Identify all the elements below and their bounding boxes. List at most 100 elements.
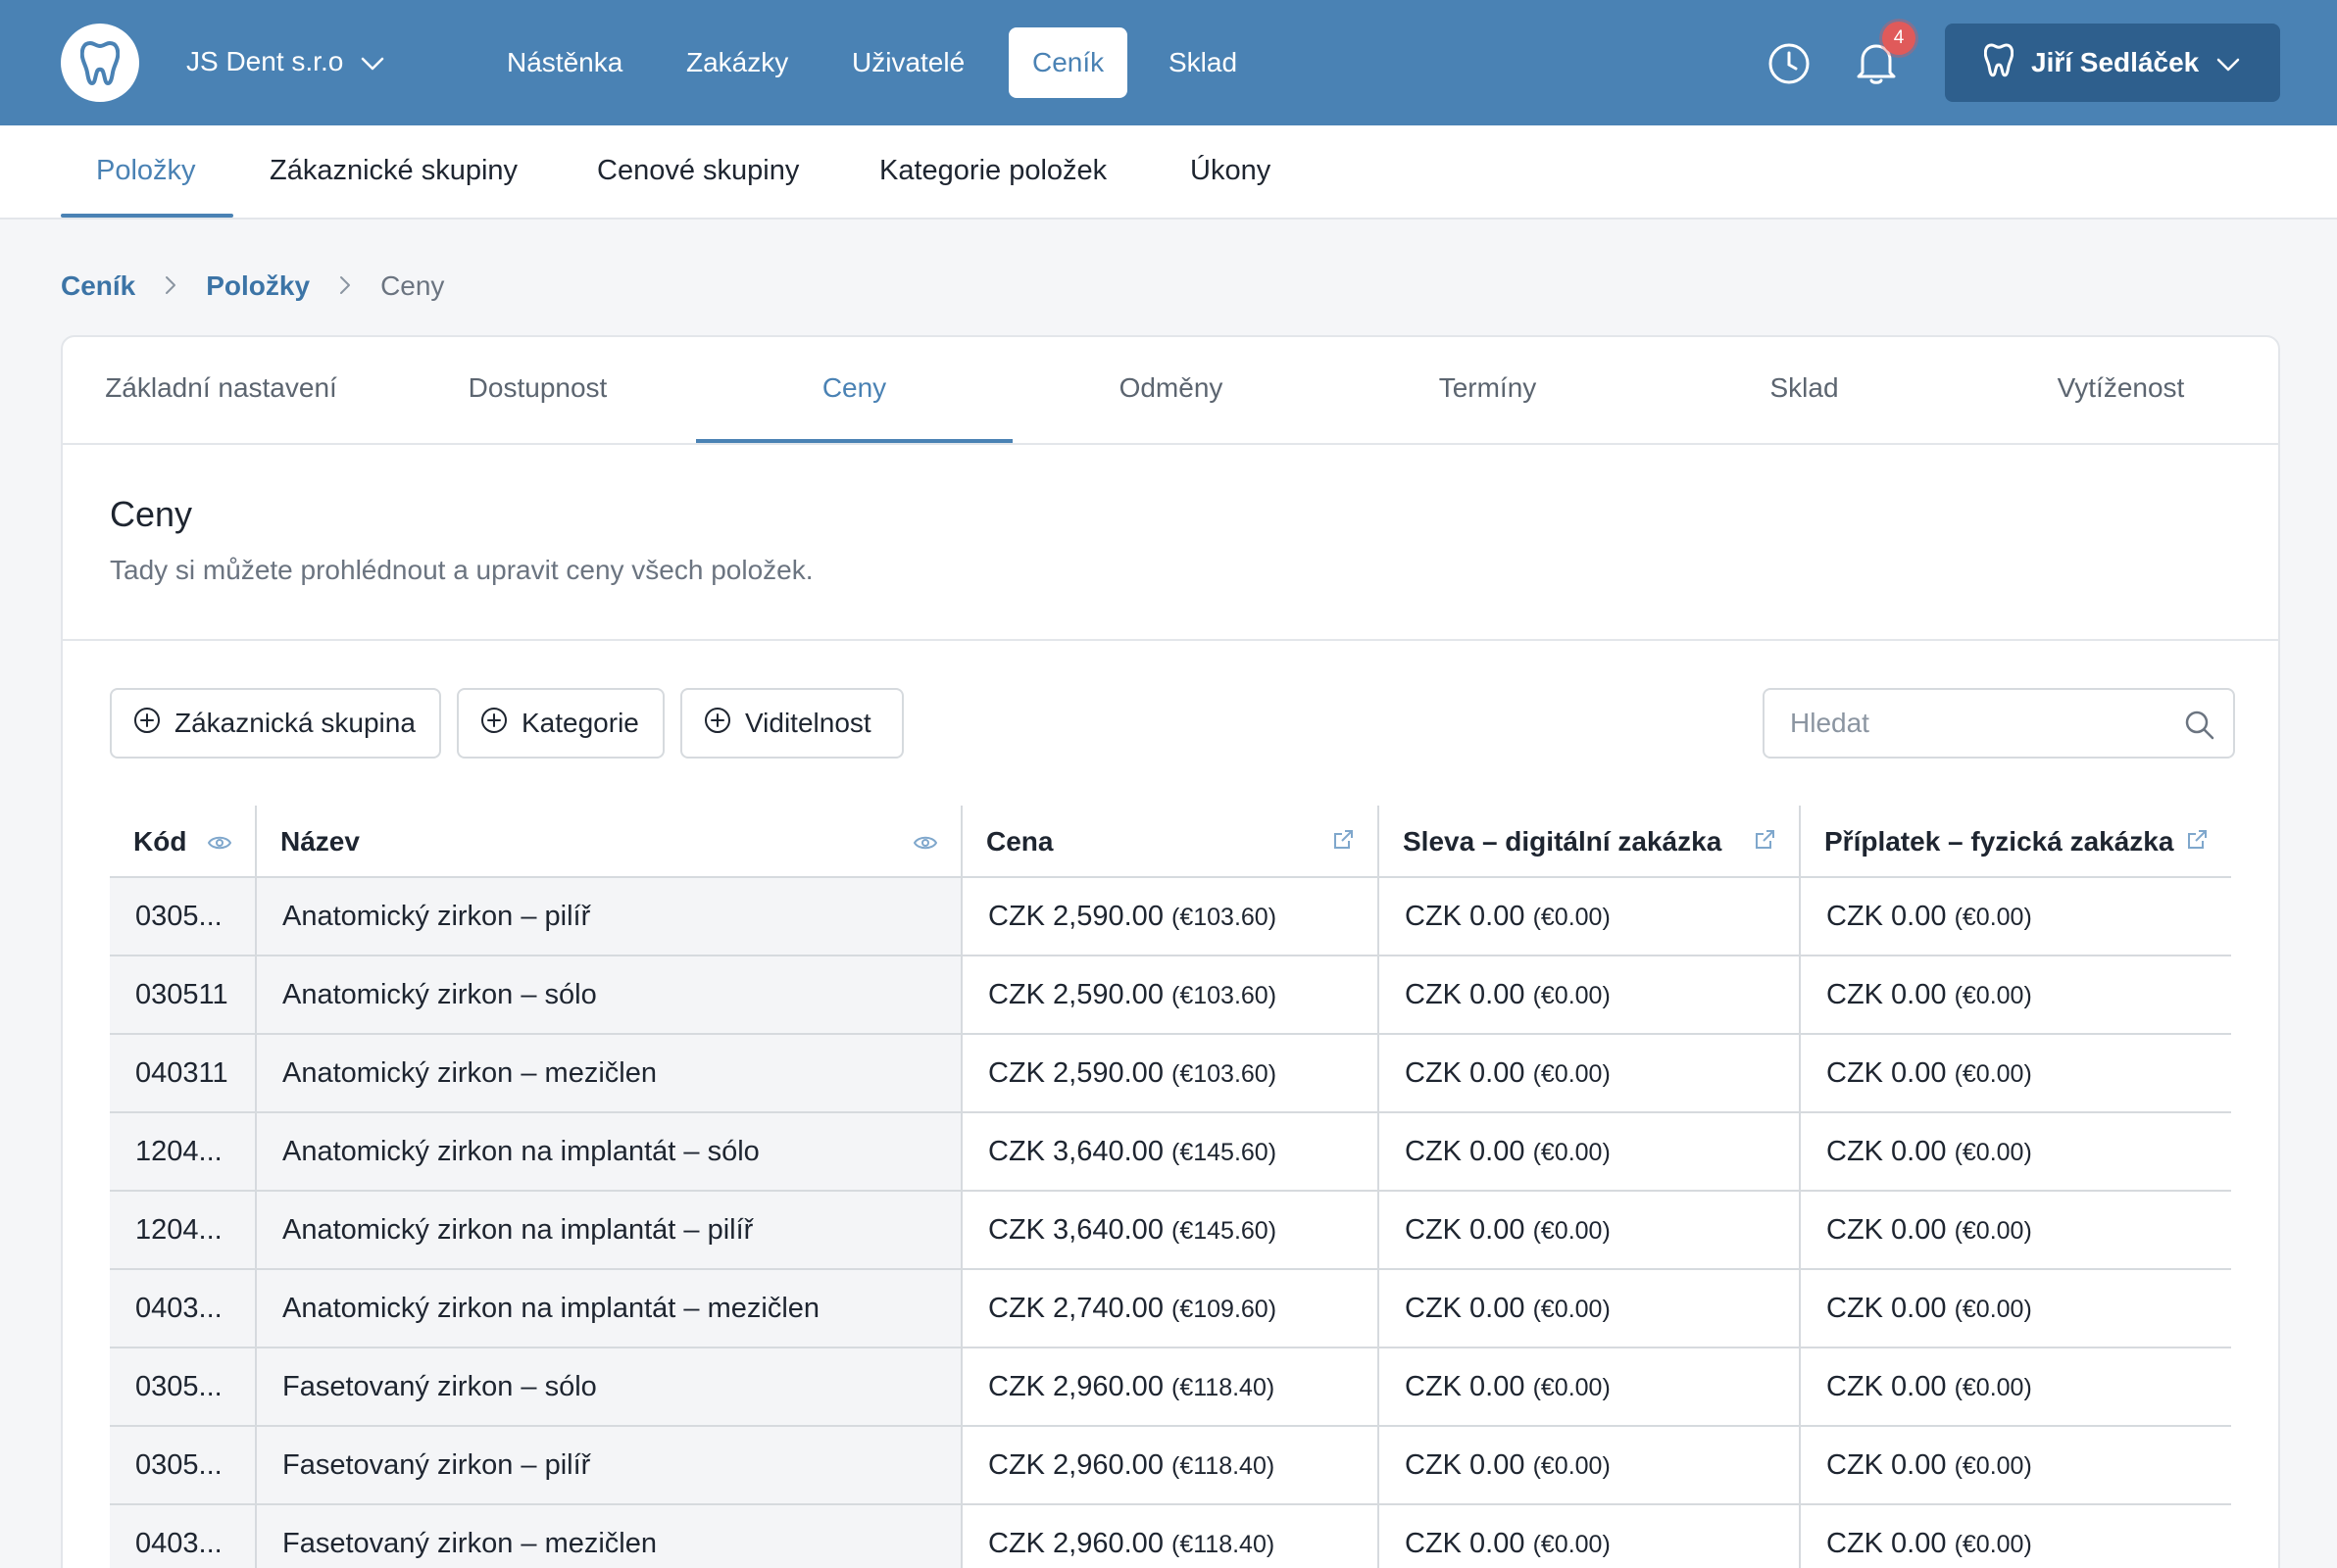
external-edit-icon[interactable] [2186,826,2208,858]
cell-surcharge-value: CZK 0.00 [1826,901,1947,932]
cell-price[interactable]: CZK 3,640.00 (€145.60) [961,1113,1377,1190]
cell-surcharge-eur: (€0.00) [1954,1374,2032,1401]
tab-vytizenost[interactable]: Vytíženost [2057,372,2185,403]
cell-price[interactable]: CZK 2,960.00 (€118.40) [961,1505,1377,1568]
cell-discount-value: CZK 0.00 [1405,1057,1525,1089]
cell-price-eur: (€103.60) [1171,904,1277,931]
external-edit-icon[interactable] [1332,826,1354,858]
tooth-icon[interactable] [61,24,139,102]
cell-discount[interactable]: CZK 0.00 (€0.00) [1377,1505,1799,1568]
cell-name-value: Anatomický zirkon – pilíř [282,901,591,932]
cell-name: Fasetovaný zirkon – sólo [255,1348,961,1425]
tab-zakladni-nastaveni[interactable]: Základní nastavení [105,372,337,403]
clock-icon[interactable] [1766,41,1812,91]
table-row[interactable]: 1204... Anatomický zirkon na implantát – … [110,1192,2231,1270]
column-label: Příplatek – fyzická zakázka [1824,826,2174,857]
company-switcher[interactable]: JS Dent s.r.o [186,39,384,84]
cell-surcharge-eur: (€0.00) [1954,1060,2032,1088]
cell-price[interactable]: CZK 2,740.00 (€109.60) [961,1270,1377,1347]
cell-surcharge[interactable]: CZK 0.00 (€0.00) [1799,1505,2231,1568]
nav-cenik[interactable]: Ceník [1009,27,1128,98]
cell-price[interactable]: CZK 2,590.00 (€103.60) [961,878,1377,955]
cell-surcharge-eur: (€0.00) [1954,904,2032,931]
cell-discount[interactable]: CZK 0.00 (€0.00) [1377,1035,1799,1111]
breadcrumb-cenik[interactable]: Ceník [61,270,136,301]
cell-surcharge[interactable]: CZK 0.00 (€0.00) [1799,1270,2231,1347]
cell-code-value: 0305... [135,1449,223,1481]
cell-price-eur: (€103.60) [1171,1060,1277,1088]
table-row[interactable]: 0305... Anatomický zirkon – pilíř CZK 2,59… [110,878,2231,956]
tab-odmeny[interactable]: Odměny [1119,372,1223,403]
cell-surcharge[interactable]: CZK 0.00 (€0.00) [1799,878,2231,955]
cell-discount[interactable]: CZK 0.00 (€0.00) [1377,1270,1799,1347]
nav-nastenka[interactable]: Nástěnka [507,47,623,77]
cell-discount-eur: (€0.00) [1532,1374,1611,1401]
cell-name: Anatomický zirkon na implantát – mezičle… [255,1270,961,1347]
table-row[interactable]: 0403... Anatomický zirkon na implantát – … [110,1270,2231,1348]
tab-ceny[interactable]: Ceny [821,372,887,403]
tab-sklad[interactable]: Sklad [1769,372,1839,403]
subnav-polozky[interactable]: Položky [96,155,196,186]
cell-price-value: CZK 3,640.00 [988,1136,1164,1167]
table-row[interactable]: 030511 Anatomický zirkon – sólo CZK 2,590.… [110,956,2231,1035]
search-icon[interactable] [2184,710,2215,746]
column-header-priplatek: Příplatek – fyzická zakázka [1799,806,2231,878]
column-header-cena: Cena [961,806,1377,878]
cell-discount[interactable]: CZK 0.00 (€0.00) [1377,1113,1799,1190]
cell-price[interactable]: CZK 2,960.00 (€118.40) [961,1427,1377,1503]
eye-icon[interactable] [913,826,938,858]
table-row[interactable]: 0305... Fasetovaný zirkon – sólo CZK 2,960… [110,1348,2231,1427]
cell-surcharge[interactable]: CZK 0.00 (€0.00) [1799,1192,2231,1268]
cell-surcharge[interactable]: CZK 0.00 (€0.00) [1799,956,2231,1033]
nav-zakazky[interactable]: Zakázky [686,47,789,77]
cell-name-value: Fasetovaný zirkon – sólo [282,1371,597,1402]
cell-code: 0305... [110,1348,255,1425]
subnav-zakaznicke-skupiny[interactable]: Zákaznické skupiny [270,155,519,186]
table-row[interactable]: 040311 Anatomický zirkon – mezičlen CZK 2,… [110,1035,2231,1113]
cell-discount[interactable]: CZK 0.00 (€0.00) [1377,1348,1799,1425]
tab-active-indicator [696,439,1013,443]
eye-icon[interactable] [207,826,232,858]
cell-price[interactable]: CZK 2,590.00 (€103.60) [961,1035,1377,1111]
cell-surcharge[interactable]: CZK 0.00 (€0.00) [1799,1113,2231,1190]
nav-uzivatele[interactable]: Uživatelé [852,47,966,77]
cell-code-value: 0305... [135,901,223,932]
cell-discount[interactable]: CZK 0.00 (€0.00) [1377,878,1799,955]
cell-price-value: CZK 2,960.00 [988,1371,1164,1402]
cell-surcharge[interactable]: CZK 0.00 (€0.00) [1799,1348,2231,1425]
bell-icon[interactable] [1855,39,1898,91]
tab-dostupnost[interactable]: Dostupnost [468,372,608,403]
tab-terminy[interactable]: Termíny [1438,372,1537,403]
search-input[interactable] [1765,690,2176,757]
cell-discount[interactable]: CZK 0.00 (€0.00) [1377,1427,1799,1503]
table-row[interactable]: 1204... Anatomický zirkon na implantát – … [110,1113,2231,1192]
cell-name-value: Anatomický zirkon – sólo [282,979,597,1010]
table-row[interactable]: 0305... Fasetovaný zirkon – pilíř CZK 2,96… [110,1427,2231,1505]
cell-name-value: Anatomický zirkon na implantát – pilíř [282,1214,754,1246]
subnav-kategorie-polozek[interactable]: Kategorie položek [879,155,1108,186]
cell-surcharge[interactable]: CZK 0.00 (€0.00) [1799,1427,2231,1503]
cell-price-value: CZK 2,960.00 [988,1449,1164,1481]
table-row[interactable]: 0403... Fasetovaný zirkon – mezičlen CZK 2… [110,1505,2231,1568]
cell-surcharge[interactable]: CZK 0.00 (€0.00) [1799,1035,2231,1111]
external-edit-icon[interactable] [1754,826,1775,858]
filter-viditelnost-button[interactable]: Viditelnost [680,688,904,759]
cell-price[interactable]: CZK 3,640.00 (€145.60) [961,1192,1377,1268]
chevron-down-icon [2216,47,2240,78]
cell-price[interactable]: CZK 2,960.00 (€118.40) [961,1348,1377,1425]
cell-price-eur: (€109.60) [1171,1296,1277,1323]
cell-discount-value: CZK 0.00 [1405,1136,1525,1167]
cell-discount[interactable]: CZK 0.00 (€0.00) [1377,956,1799,1033]
filter-kategorie-button[interactable]: Kategorie [457,688,665,759]
user-menu-button[interactable]: Jiří Sedláček [1945,24,2280,102]
breadcrumb-polozky[interactable]: Položky [206,270,311,301]
subnav-ukony[interactable]: Úkony [1190,155,1271,186]
filter-zakaznicka-skupina-button[interactable]: Zákaznická skupina [110,688,441,759]
cell-price[interactable]: CZK 2,590.00 (€103.60) [961,956,1377,1033]
notification-badge: 4 [1882,22,1915,55]
cell-discount[interactable]: CZK 0.00 (€0.00) [1377,1192,1799,1268]
subnav-cenove-skupiny[interactable]: Cenové skupiny [597,155,800,186]
cell-price-eur: (€118.40) [1171,1531,1275,1558]
nav-sklad[interactable]: Sklad [1168,47,1238,77]
sub-nav: Položky Zákaznické skupiny Cenové skupin… [0,125,2337,220]
